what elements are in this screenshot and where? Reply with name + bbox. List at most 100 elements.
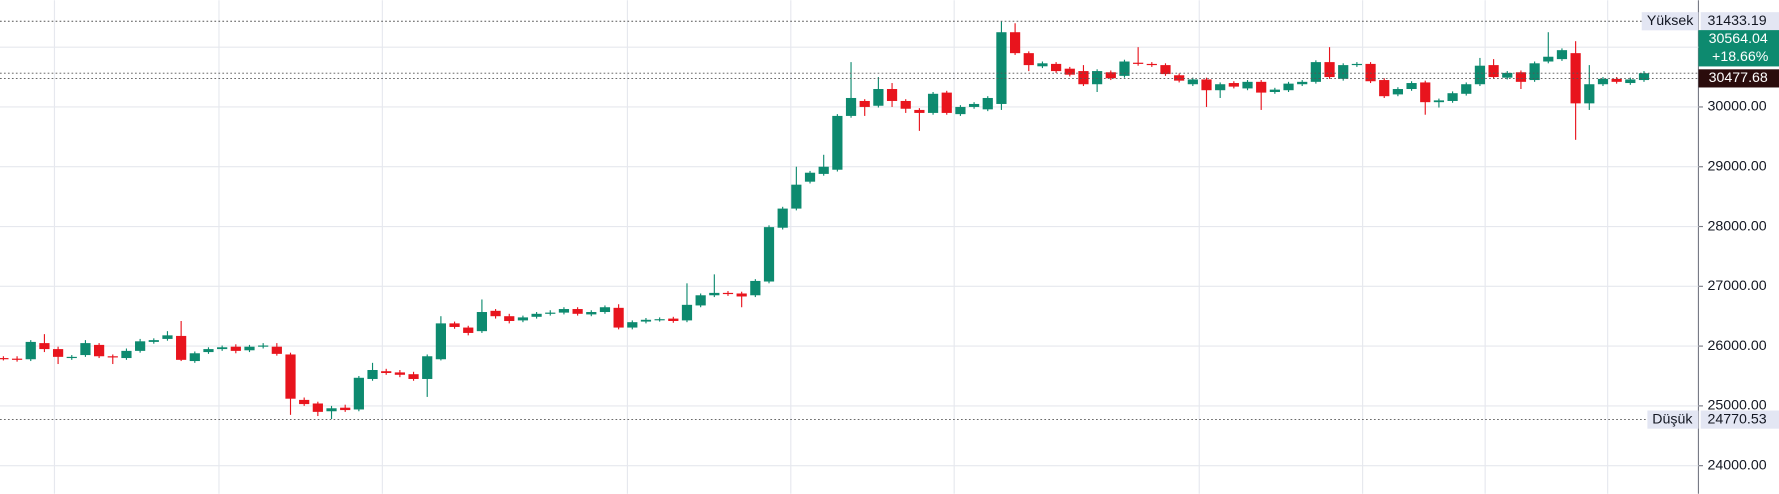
candle-body <box>25 341 36 360</box>
candle-body <box>258 345 269 347</box>
candle-body <box>203 349 214 353</box>
candle-body <box>11 358 23 360</box>
y-tick-label: 28000.00 <box>1708 218 1767 234</box>
candle-body <box>668 318 679 321</box>
candle-body <box>1092 71 1103 85</box>
candle-body <box>804 172 816 182</box>
candle-body <box>1064 68 1075 75</box>
candle-body <box>695 295 706 306</box>
high-label: Yüksek <box>1647 13 1694 29</box>
candle-body <box>1584 84 1595 104</box>
candle-body <box>285 354 296 399</box>
candle-body <box>1174 75 1185 81</box>
candle-body <box>176 335 187 360</box>
y-tick-label: 30000.00 <box>1708 99 1767 115</box>
high-price: 31433.19 <box>1708 13 1767 29</box>
candle-body <box>1078 71 1089 85</box>
reference-price-box <box>1698 69 1779 88</box>
candle-body <box>1119 61 1130 76</box>
candle-body <box>312 403 323 412</box>
candle-body <box>873 89 884 106</box>
candle-body <box>189 353 200 362</box>
low-label: Düşük <box>1652 411 1693 427</box>
candle-body <box>832 115 843 170</box>
candle-body <box>545 312 556 314</box>
candle-body <box>763 227 775 282</box>
candle-body <box>914 109 925 113</box>
candle-body <box>435 323 446 360</box>
candle-body <box>148 340 159 342</box>
candle-body <box>353 377 364 410</box>
candle-body <box>326 408 337 412</box>
candle-body <box>941 92 952 113</box>
candle-body <box>586 312 597 315</box>
candle-body <box>968 103 980 107</box>
candle-body <box>613 307 624 328</box>
candle-body <box>1324 62 1335 78</box>
candle-body <box>107 356 118 358</box>
candle-body <box>367 370 378 379</box>
candle-body <box>709 292 720 296</box>
candle-body <box>1611 78 1622 82</box>
candle-body <box>818 166 829 174</box>
candle-body <box>1420 82 1431 103</box>
candle-body <box>299 399 310 405</box>
candle-body <box>845 97 857 116</box>
candle-body <box>1515 72 1527 82</box>
candle-body <box>777 208 788 228</box>
candle-body <box>52 349 64 357</box>
candle-body <box>1379 80 1390 97</box>
candle-body <box>504 316 515 321</box>
candle-body <box>1488 65 1499 78</box>
candle-body <box>1023 53 1034 66</box>
candle-body <box>1365 63 1376 82</box>
candle-body <box>66 356 77 359</box>
candle-body <box>1283 83 1294 91</box>
candle-body <box>1269 89 1280 93</box>
candle-body <box>1625 79 1636 84</box>
y-tick-label: 26000.00 <box>1708 338 1767 354</box>
candle-body <box>1474 65 1486 85</box>
candle-body <box>80 343 91 356</box>
low-price-box <box>1700 410 1779 429</box>
candle-body <box>654 319 665 321</box>
reference-price: 30477.68 <box>1709 70 1768 86</box>
candle-body <box>39 343 50 350</box>
candle-body <box>1597 78 1609 85</box>
candle-body <box>408 374 419 379</box>
candle-body <box>1543 56 1554 62</box>
candle-body <box>1638 73 1650 81</box>
candle-body <box>394 372 405 375</box>
y-tick-label: 24000.00 <box>1708 457 1767 473</box>
candle-body <box>982 97 993 110</box>
candle-body <box>1105 72 1116 79</box>
candle-body <box>1256 81 1267 93</box>
candle-body <box>1570 53 1581 104</box>
y-tick-label: 27000.00 <box>1708 278 1767 294</box>
low-price: 24770.53 <box>1708 411 1767 427</box>
candle-body <box>558 309 570 313</box>
candle-body <box>531 313 542 317</box>
candle-body <box>1242 81 1253 89</box>
candle-body <box>1351 63 1362 66</box>
candle-body <box>340 407 351 411</box>
candle-body <box>422 356 433 379</box>
candle-body <box>996 32 1007 104</box>
candle-body <box>1338 65 1349 79</box>
candle-body <box>1051 63 1062 72</box>
candle-body <box>886 89 898 101</box>
candle-body <box>722 292 734 295</box>
candle-body <box>1556 50 1568 60</box>
candle-body <box>1433 100 1445 103</box>
candle-body <box>476 312 488 332</box>
candle-body <box>791 184 802 209</box>
high-price-box <box>1700 12 1779 31</box>
candle-body <box>0 358 9 360</box>
candle-body <box>1310 62 1321 82</box>
candle-body <box>627 322 638 328</box>
candle-body <box>1392 89 1404 95</box>
candle-body <box>1215 84 1226 91</box>
candle-body <box>217 347 228 350</box>
candle-body <box>1502 72 1513 78</box>
